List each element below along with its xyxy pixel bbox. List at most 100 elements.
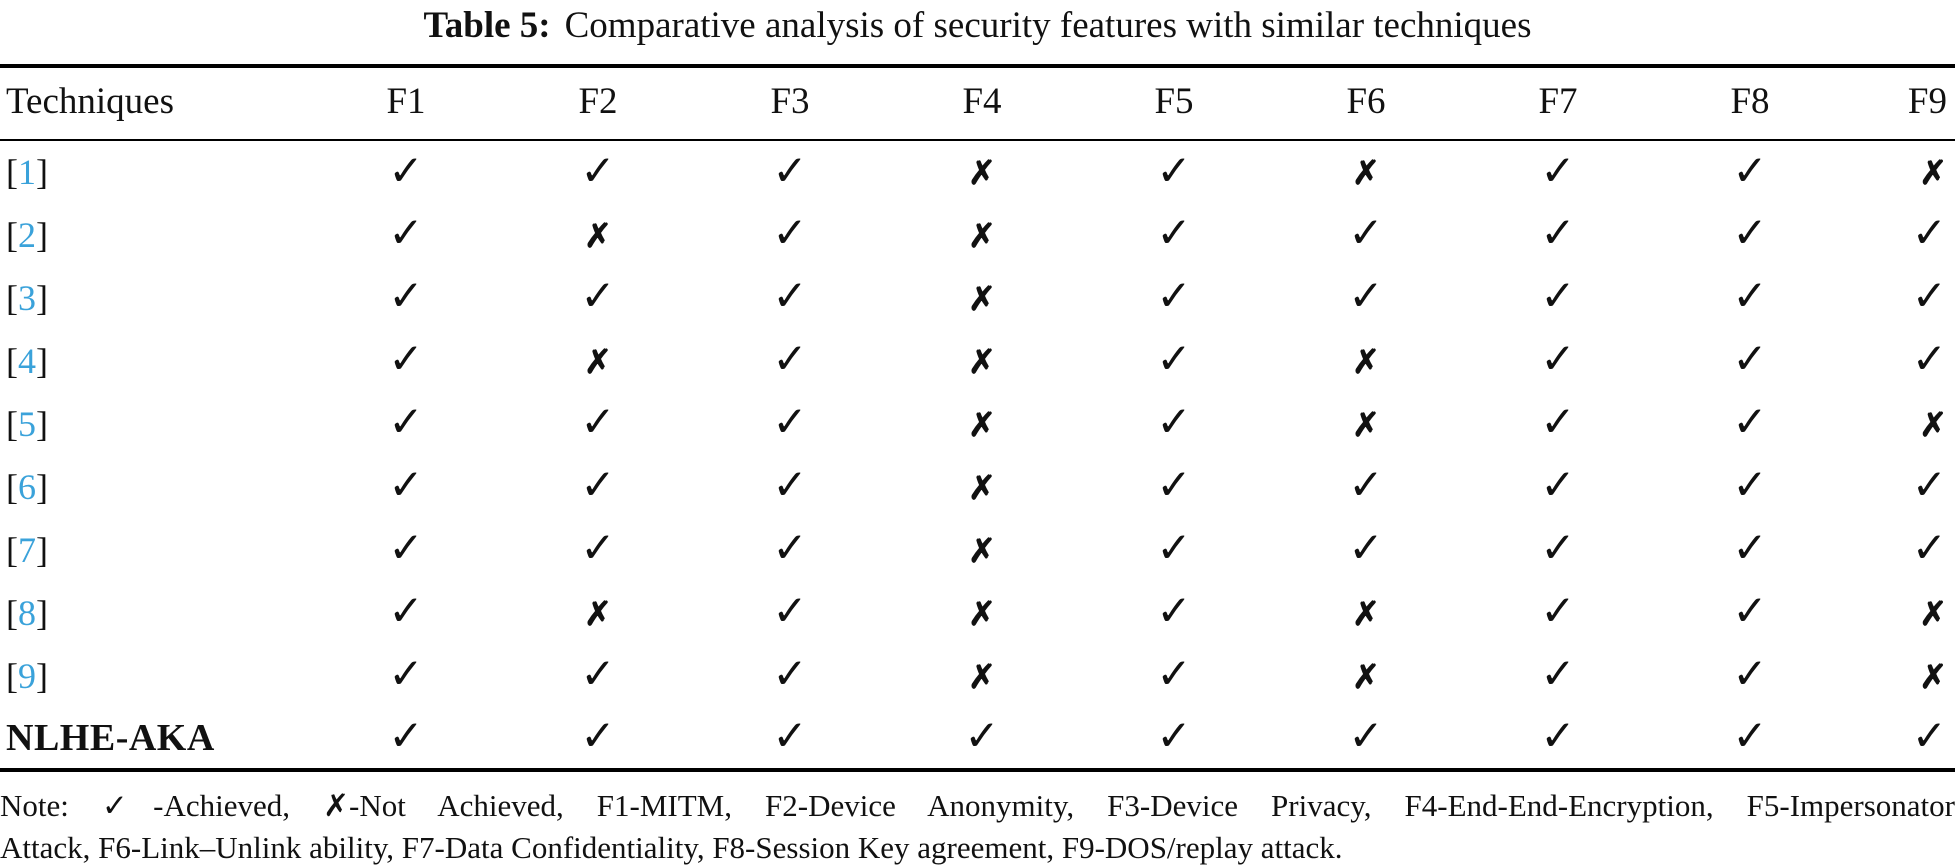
feature-cell: ✓: [1078, 455, 1270, 518]
feature-cell: ✗: [886, 518, 1078, 581]
feature-cell: ✓: [1846, 266, 1955, 329]
feature-cell: ✓: [1654, 518, 1846, 581]
feature-cell: ✓: [1654, 392, 1846, 455]
table-row: [7] ✓ ✓ ✓ ✗ ✓ ✓ ✓ ✓ ✓: [0, 518, 1955, 581]
check-icon: ✓: [1911, 274, 1947, 320]
citation-bracket: [: [6, 152, 18, 192]
citation-link[interactable]: 6: [18, 466, 36, 507]
feature-cell: ✓: [1846, 518, 1955, 581]
check-icon: ✓: [1911, 211, 1947, 257]
feature-cell: ✓: [1078, 707, 1270, 770]
check-icon: ✓: [772, 714, 808, 760]
feature-cell: ✗: [1270, 329, 1462, 392]
feature-cell: ✓: [502, 392, 694, 455]
feature-cell: ✓: [1462, 455, 1654, 518]
check-icon: ✓: [388, 148, 424, 195]
check-icon: ✓: [580, 148, 616, 195]
technique-label-cell: [1]: [0, 140, 310, 203]
column-header-f3: F3: [694, 66, 886, 141]
check-icon: ✓: [1156, 211, 1192, 257]
check-icon: ✓: [1540, 400, 1576, 446]
citation-bracket: ]: [36, 655, 48, 696]
column-header-f6: F6: [1270, 66, 1462, 141]
citation-bracket: ]: [36, 529, 48, 570]
citation-link[interactable]: 2: [18, 214, 36, 255]
cross-icon: ✗: [1919, 407, 1947, 444]
check-icon: ✓: [964, 714, 1000, 760]
check-icon: ✓: [1156, 337, 1192, 383]
check-icon: ✓: [1156, 400, 1192, 446]
citation-bracket: ]: [36, 152, 48, 192]
feature-cell: ✓: [1270, 203, 1462, 266]
feature-cell: ✓: [1078, 329, 1270, 392]
cross-icon: ✗: [1352, 344, 1380, 381]
column-header-techniques: Techniques: [0, 66, 310, 141]
cross-icon: ✗: [1352, 596, 1380, 633]
technique-label-cell: [6]: [0, 455, 310, 518]
table-caption-text: Comparative analysis of security feature…: [564, 5, 1532, 46]
table-row: [1] ✓ ✓ ✓ ✗ ✓ ✗ ✓ ✓ ✗: [0, 140, 1955, 203]
feature-cell: ✗: [1270, 581, 1462, 644]
citation-bracket: [: [6, 403, 18, 444]
column-header-f5: F5: [1078, 66, 1270, 141]
citation-link[interactable]: 5: [18, 403, 36, 444]
check-icon: ✓: [1540, 274, 1576, 320]
citation-bracket: [: [6, 655, 18, 696]
check-icon: ✓: [1156, 652, 1192, 698]
feature-cell: ✓: [1078, 518, 1270, 581]
check-icon: ✓: [388, 652, 424, 698]
feature-cell: ✓: [1846, 455, 1955, 518]
technique-name: NLHE-AKA: [6, 716, 215, 759]
cross-icon: ✗: [1919, 596, 1947, 633]
feature-cell: ✓: [694, 644, 886, 707]
citation-link[interactable]: 3: [18, 277, 36, 318]
check-icon: ✓: [1348, 274, 1384, 320]
check-icon: ✓: [1540, 211, 1576, 257]
feature-cell: ✓: [310, 581, 502, 644]
check-icon: ✓: [580, 400, 616, 446]
cross-icon: ✗: [1919, 156, 1947, 192]
column-header-f1: F1: [310, 66, 502, 141]
citation-link[interactable]: 4: [18, 340, 36, 381]
feature-cell: ✓: [310, 140, 502, 203]
check-icon: ✓: [388, 589, 424, 635]
cross-icon: ✗: [1352, 156, 1380, 192]
table-row: [3] ✓ ✓ ✓ ✗ ✓ ✓ ✓ ✓ ✓: [0, 266, 1955, 329]
technique-label-cell: [2]: [0, 203, 310, 266]
feature-cell: ✓: [1654, 581, 1846, 644]
citation-bracket: [: [6, 340, 18, 381]
citation-link[interactable]: 9: [18, 655, 36, 696]
note-line-1: Note: ✓-Achieved, ✗-Not Achieved, F1-MIT…: [0, 788, 1955, 823]
feature-cell: ✓: [310, 644, 502, 707]
feature-cell: ✗: [502, 581, 694, 644]
citation-link[interactable]: 7: [18, 529, 36, 570]
check-icon: ✓: [1732, 337, 1768, 383]
feature-cell: ✓: [1462, 392, 1654, 455]
feature-cell: ✓: [1462, 140, 1654, 203]
check-icon: ✓: [580, 526, 616, 572]
feature-cell: ✓: [502, 455, 694, 518]
feature-cell: ✓: [694, 392, 886, 455]
feature-cell: ✓: [1462, 581, 1654, 644]
technique-label-cell: [4]: [0, 329, 310, 392]
feature-cell: ✓: [1462, 518, 1654, 581]
citation-link[interactable]: 8: [18, 592, 36, 633]
technique-label-cell: [5]: [0, 392, 310, 455]
cross-icon: ✗: [968, 533, 996, 570]
technique-label-cell: [7]: [0, 518, 310, 581]
check-icon: ✓: [1540, 463, 1576, 509]
feature-cell: ✓: [1462, 707, 1654, 770]
citation-link[interactable]: 1: [18, 152, 36, 192]
feature-cell: ✓: [694, 140, 886, 203]
technique-label-cell: [8]: [0, 581, 310, 644]
feature-cell: ✗: [886, 266, 1078, 329]
table-row: [8] ✓ ✗ ✓ ✗ ✓ ✗ ✓ ✓ ✗: [0, 581, 1955, 644]
check-icon: ✓: [580, 652, 616, 698]
feature-cell: ✗: [1846, 392, 1955, 455]
feature-cell: ✓: [1846, 707, 1955, 770]
check-icon: ✓: [388, 211, 424, 257]
feature-cell: ✓: [694, 203, 886, 266]
feature-cell: ✗: [886, 140, 1078, 203]
feature-cell: ✓: [1078, 392, 1270, 455]
feature-cell: ✓: [310, 518, 502, 581]
